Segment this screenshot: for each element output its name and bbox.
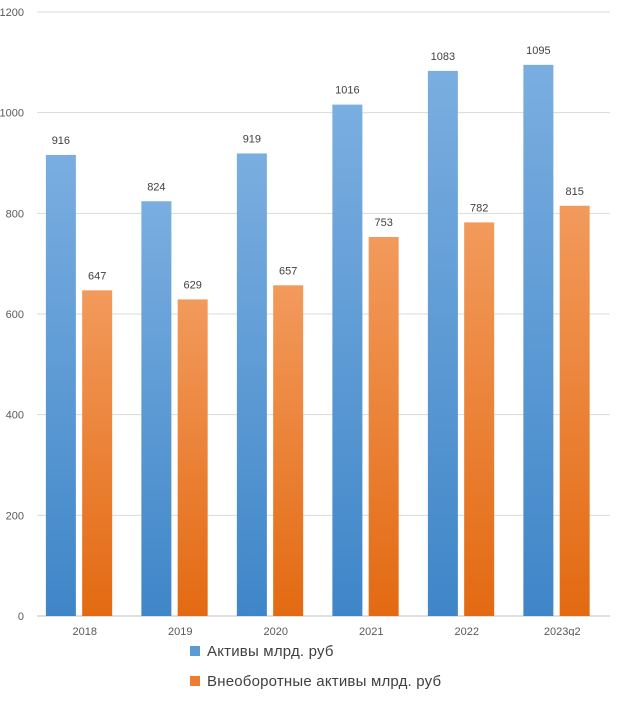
data-label: 1083 <box>431 51 455 63</box>
gridlines <box>37 11 610 617</box>
bar-assets <box>332 104 363 616</box>
chart: 0 200 400 600 800 1000 1200 916 647 824 629 919 657… <box>0 7 610 636</box>
y-tick-label: 800 <box>6 208 24 220</box>
data-label: 629 <box>183 279 201 291</box>
bar-assets <box>141 201 172 616</box>
bar-assets <box>45 154 76 617</box>
data-label: 647 <box>88 270 106 282</box>
legend-item-noncurrent-assets: Внеоборотные активы млрд. руб <box>190 666 441 696</box>
x-tick-label: 2022 <box>455 626 479 636</box>
y-tick-label: 400 <box>6 410 24 422</box>
data-label: 657 <box>279 265 297 277</box>
bar-noncurrent-assets <box>82 290 113 616</box>
y-tick-label: 600 <box>6 309 24 321</box>
data-label: 916 <box>52 135 70 147</box>
x-axis: 2018 2019 2020 2021 2022 2023q2 <box>73 626 581 636</box>
x-tick-label: 2018 <box>73 626 97 636</box>
data-label: 753 <box>374 217 392 229</box>
legend-label-noncurrent-assets: Внеоборотные активы млрд. руб <box>207 672 442 690</box>
x-tick-label: 2019 <box>168 626 192 636</box>
bar-noncurrent-assets <box>177 299 208 616</box>
bar-noncurrent-assets <box>273 285 304 616</box>
bar-assets <box>523 64 554 617</box>
y-axis: 0 200 400 600 800 1000 1200 <box>0 7 24 623</box>
bar-assets <box>427 70 458 616</box>
bar-noncurrent-assets <box>368 236 399 617</box>
data-label: 1095 <box>526 45 550 57</box>
x-tick-label: 2021 <box>359 626 383 636</box>
bars <box>45 64 590 617</box>
legend-item-assets: Активы млрд. руб <box>190 636 441 666</box>
bar-noncurrent-assets <box>464 222 495 617</box>
y-tick-label: 1000 <box>0 108 24 120</box>
bar-noncurrent-assets <box>559 205 590 617</box>
y-tick-label: 0 <box>18 611 24 623</box>
bar-assets <box>236 153 267 617</box>
data-label: 1016 <box>335 85 359 97</box>
legend: Активы млрд. руб Внеоборотные активы млр… <box>190 636 441 696</box>
legend-swatch-assets <box>190 646 200 656</box>
x-tick-label: 2023q2 <box>544 626 581 636</box>
data-label: 824 <box>147 181 165 193</box>
legend-label-assets: Активы млрд. руб <box>207 642 334 660</box>
data-label: 919 <box>243 133 261 145</box>
x-tick-label: 2020 <box>264 626 288 636</box>
legend-swatch-noncurrent-assets <box>190 676 200 686</box>
data-labels: 916 647 824 629 919 657 1016 753 1083 782 1095 815 <box>52 45 584 292</box>
data-label: 782 <box>470 202 488 214</box>
y-tick-label: 1200 <box>0 7 24 19</box>
y-tick-label: 200 <box>6 510 24 522</box>
data-label: 815 <box>565 186 583 198</box>
